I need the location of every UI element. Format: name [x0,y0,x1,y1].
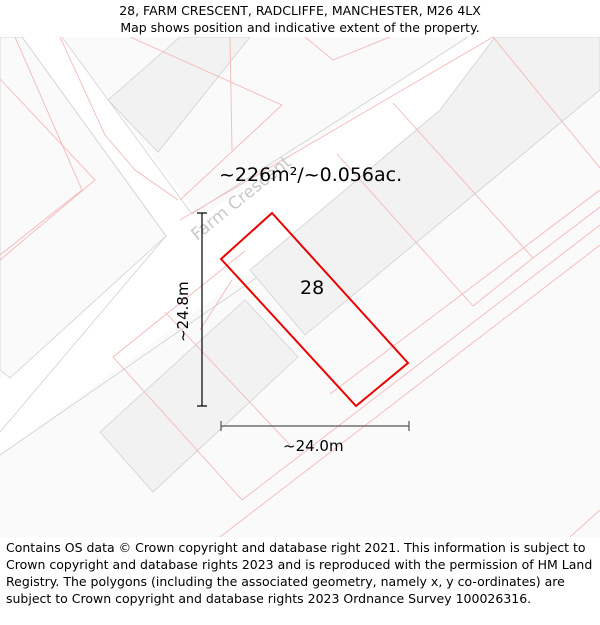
map-subtitle: Map shows position and indicative extent… [120,20,480,35]
horizontal-dimension [220,421,410,431]
left-block [0,37,167,379]
vertical-dimension-label: ~24.8m [174,281,192,342]
property-map[interactable]: Farm Crescent ~226m²/~0.056ac. 28 ~24.8m… [0,37,600,537]
property-address: 28, FARM CRESCENT, RADCLIFFE, MANCHESTER… [119,3,481,18]
parcel-boundaries [0,37,600,537]
buildings [99,37,600,493]
property-number-label: 28 [300,277,324,299]
area-label: ~226m²/~0.056ac. [219,164,402,186]
vertical-dimension [197,212,207,407]
copyright-notice: Contains OS data © Crown copyright and d… [6,540,593,606]
horizontal-dimension-label: ~24.0m [283,437,344,455]
map-header: 28, FARM CRESCENT, RADCLIFFE, MANCHESTER… [0,0,600,37]
map-canvas: Farm Crescent ~226m²/~0.056ac. 28 ~24.8m… [0,37,600,537]
subject-property-boundary[interactable] [219,211,410,408]
